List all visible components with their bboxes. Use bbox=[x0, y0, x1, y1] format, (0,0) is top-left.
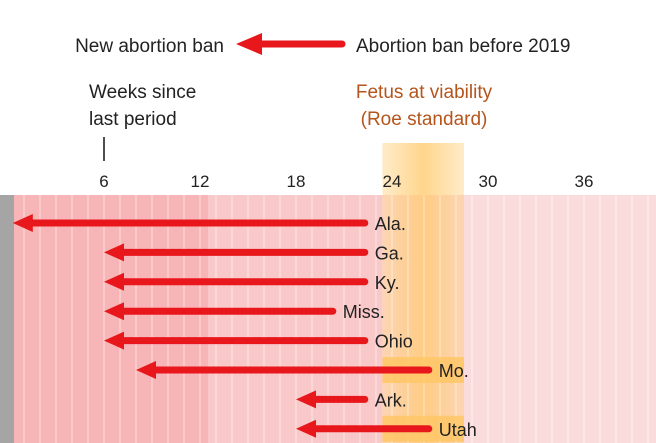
arrow-head-ala bbox=[12, 214, 33, 232]
arrow-head-mo bbox=[136, 361, 156, 379]
state-label-ky: Ky. bbox=[375, 273, 400, 293]
x-tick-30: 30 bbox=[479, 172, 498, 191]
axis-title-line1: Weeks since bbox=[89, 82, 196, 103]
bg-first-trimester bbox=[14, 195, 208, 443]
arrow-head-utah bbox=[296, 419, 316, 438]
viability-label-line2: (Roe standard) bbox=[361, 109, 488, 130]
x-tick-labels: 6 12 18 24 30 36 bbox=[99, 172, 593, 191]
state-arrows bbox=[12, 214, 433, 438]
bg-gray-edge bbox=[0, 195, 14, 443]
legend-old-ban: Abortion ban before 2019 bbox=[356, 36, 570, 57]
x-tick-18: 18 bbox=[287, 172, 306, 191]
viability-band bbox=[382, 143, 464, 443]
state-label-miss: Miss. bbox=[343, 302, 385, 322]
x-tick-6: 6 bbox=[99, 172, 108, 191]
state-label-ala: Ala. bbox=[375, 214, 406, 234]
state-label-ohio: Ohio bbox=[375, 332, 413, 352]
state-label-utah: Utah bbox=[439, 420, 477, 440]
axis-title-line2: last period bbox=[89, 109, 177, 130]
arrow-head-ga bbox=[104, 243, 124, 262]
x-tick-12: 12 bbox=[191, 172, 210, 191]
state-label-mo: Mo. bbox=[439, 361, 469, 381]
arrow-head-ky bbox=[104, 272, 124, 291]
state-label-ark: Ark. bbox=[375, 390, 407, 410]
week-gridlines bbox=[23, 195, 649, 443]
axis-title: Weeks since last period bbox=[89, 82, 196, 161]
arrow-head-miss bbox=[104, 302, 124, 321]
legend-new-ban: New abortion ban bbox=[75, 36, 224, 57]
viability-label-line1: Fetus at viability bbox=[356, 82, 493, 103]
state-labels: Ala. Ga. Ky. Miss. Ohio Mo. Ark. Utah bbox=[343, 214, 477, 440]
arrow-head-ark bbox=[296, 390, 316, 409]
viability-label: Fetus at viability (Roe standard) bbox=[356, 82, 493, 130]
arrow-head-ohio bbox=[104, 331, 124, 350]
x-tick-24: 24 bbox=[383, 172, 402, 191]
legend: New abortion ban Abortion ban before 201… bbox=[75, 33, 570, 57]
x-tick-36: 36 bbox=[575, 172, 594, 191]
state-label-ga: Ga. bbox=[375, 243, 404, 263]
legend-arrow-head bbox=[236, 33, 262, 55]
